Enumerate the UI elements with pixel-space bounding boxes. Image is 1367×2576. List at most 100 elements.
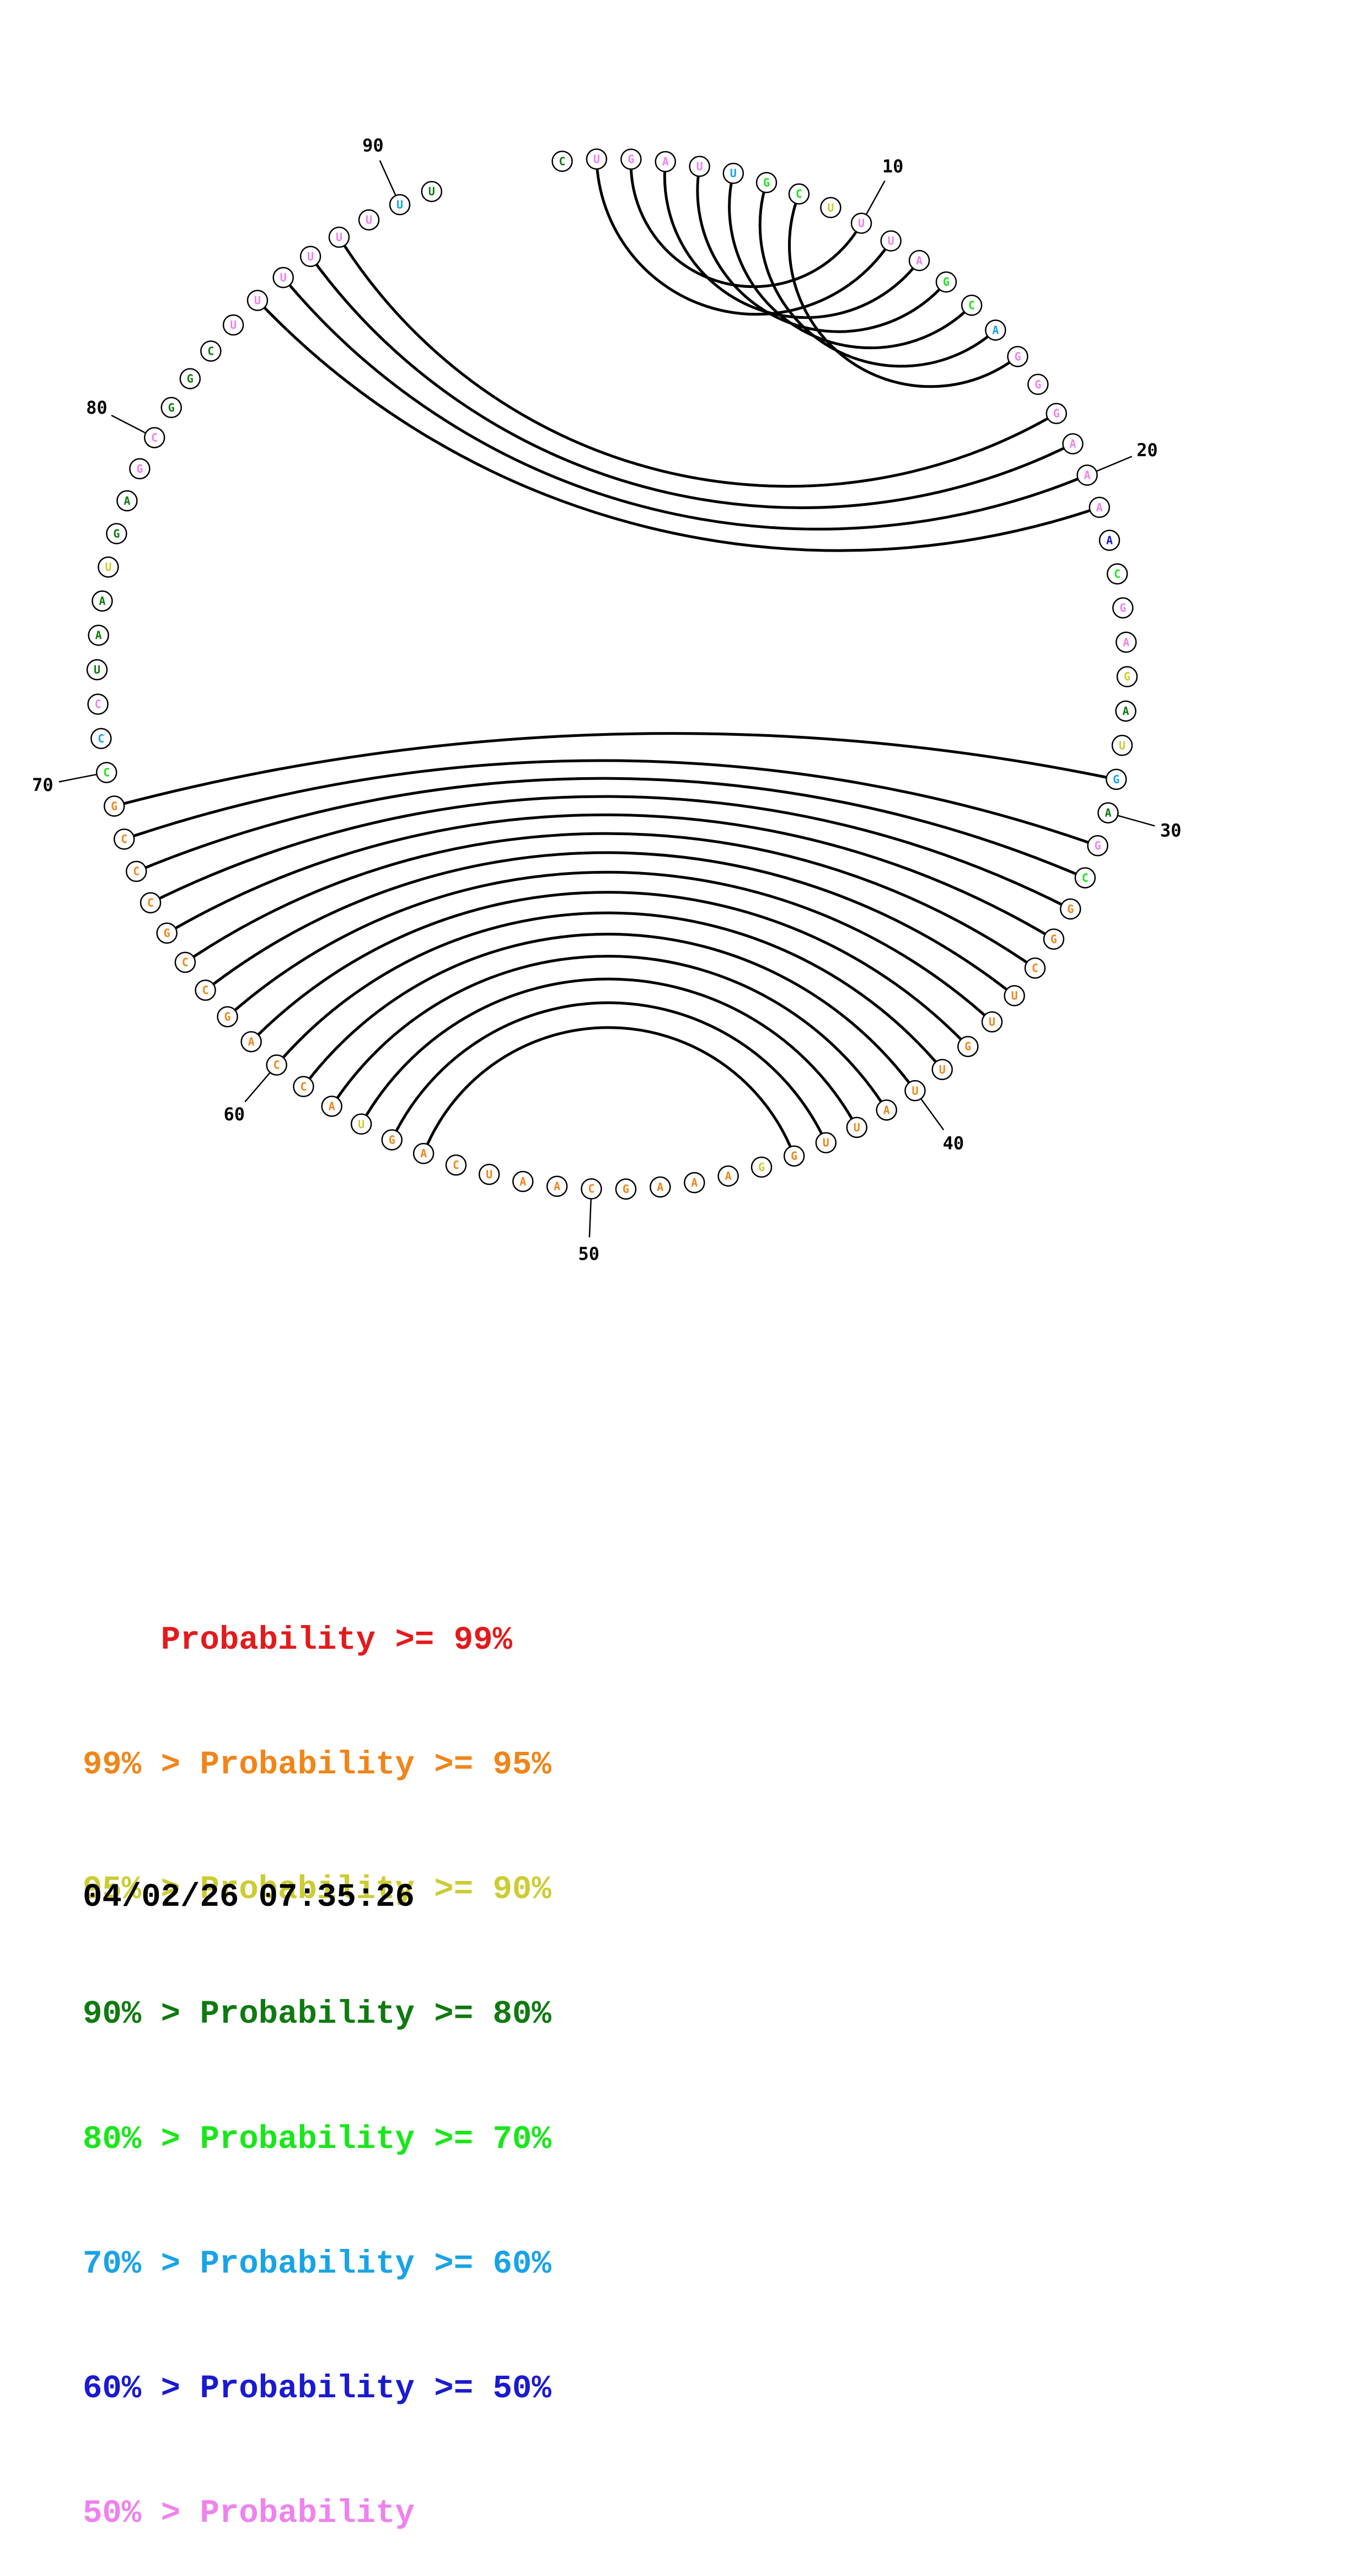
nucleotide-letter: A <box>725 1169 732 1183</box>
nucleotide: C <box>788 183 810 205</box>
nucleotide-letter: C <box>133 865 140 878</box>
nucleotide-circle <box>1111 735 1133 756</box>
nucleotide-letter: C <box>95 698 101 711</box>
nucleotide: U <box>689 156 710 177</box>
nucleotide-circle <box>358 209 380 231</box>
nucleotide-letter: C <box>151 431 158 444</box>
nucleotide: G <box>106 523 127 544</box>
nucleotide: C <box>174 952 196 973</box>
nucleotide-circle <box>1087 835 1108 857</box>
nucleotide-letter: U <box>939 1063 946 1076</box>
nucleotide-letter: A <box>657 1180 663 1194</box>
nucleotide-letter: U <box>396 198 403 211</box>
nucleotide: C <box>961 295 983 316</box>
nucleotide: G <box>957 1035 979 1057</box>
nucleotide: A <box>1062 433 1084 455</box>
legend-prefix: 80% > <box>83 2120 200 2158</box>
nucleotide-letter: U <box>823 1136 829 1150</box>
nucleotide-circle <box>546 1175 568 1197</box>
tick-line <box>920 1098 945 1131</box>
legend-row-7: 50% > Probability <box>83 2493 551 2534</box>
nucleotide-circle <box>266 1054 287 1076</box>
nucleotide-circle <box>478 1163 500 1185</box>
base-pair-arc <box>205 851 1016 997</box>
nucleotide-circle <box>1046 403 1067 424</box>
nucleotide-letter: U <box>254 294 261 307</box>
nucleotide: G <box>1112 597 1134 619</box>
nucleotide-letter: U <box>888 234 894 248</box>
nucleotide-circle <box>156 922 178 944</box>
nucleotide-circle <box>1024 957 1046 979</box>
nucleotide: C <box>445 1154 467 1176</box>
base-pair-arc <box>422 1026 796 1157</box>
nucleotide: C <box>125 861 147 882</box>
nucleotide: C <box>551 151 573 172</box>
nucleotide-circle <box>1007 346 1028 367</box>
position-label: 70 <box>32 774 53 795</box>
nucleotide-circle <box>246 290 269 311</box>
nucleotide: G <box>1087 835 1108 857</box>
base-pair-arc <box>282 276 1088 531</box>
nucleotide-letter: C <box>1032 961 1038 975</box>
nucleotide-letter: A <box>1123 704 1129 718</box>
nucleotide-circle <box>815 1132 837 1153</box>
legend-prefix: 50% > <box>83 2495 200 2532</box>
nucleotide-letter: U <box>989 1016 995 1029</box>
nucleotide-letter: G <box>136 462 143 475</box>
nucleotide-letter: U <box>336 231 342 244</box>
base-pair-arc <box>184 832 1036 970</box>
nucleotide-circle <box>957 1035 979 1057</box>
nucleotide-circle <box>551 151 573 172</box>
nucleotide-circle <box>160 397 182 419</box>
nucleotide-circle <box>750 1156 773 1178</box>
nucleotide-circle <box>98 556 119 578</box>
nucleotide-circle <box>981 1011 1003 1033</box>
base-pair-arc <box>114 732 1117 808</box>
nucleotide-circle <box>1074 867 1096 889</box>
nucleotide-circle <box>174 952 196 973</box>
nucleotide-letter: G <box>1053 407 1060 420</box>
nucleotide-letter: C <box>1082 871 1089 884</box>
base-pair-arc <box>788 193 1019 388</box>
position-label: 50 <box>578 1243 599 1264</box>
position-label: 10 <box>882 156 904 177</box>
nucleotide: C <box>293 1076 314 1098</box>
nucleotide-circle <box>1106 768 1127 790</box>
nucleotide: A <box>240 1031 262 1052</box>
base-pair-arc <box>758 182 997 368</box>
nucleotide-letter: A <box>691 1176 698 1189</box>
nucleotide: C <box>266 1054 287 1076</box>
nucleotide-circle <box>412 1142 435 1164</box>
nucleotide: G <box>620 148 642 170</box>
position-label: 30 <box>1160 820 1182 841</box>
nucleotide-circle <box>321 1095 342 1117</box>
nucleotide-letter: U <box>696 160 703 173</box>
nucleotide-letter: G <box>389 1133 395 1146</box>
nucleotide-circle <box>200 340 222 362</box>
legend-text: Probability >= 60% <box>200 2245 551 2283</box>
nucleotide: C <box>1024 957 1046 979</box>
nucleotide-circle <box>615 1178 637 1200</box>
nucleotide-circle <box>820 197 841 218</box>
nucleotide: U <box>1004 985 1025 1007</box>
nucleotide-letter: G <box>168 401 175 414</box>
tick-line <box>111 414 146 434</box>
base-pair-arc <box>390 1001 828 1143</box>
nucleotide: A <box>88 624 109 646</box>
nucleotide-letter: G <box>1014 350 1021 363</box>
nucleotide-circle <box>179 368 201 389</box>
nucleotide: G <box>615 1178 637 1200</box>
nucleotide-letter: G <box>111 799 117 813</box>
nucleotide: A <box>650 1176 671 1198</box>
nucleotide: U <box>586 148 608 170</box>
nucleotide-letter: G <box>1119 601 1126 614</box>
nucleotide-circle <box>92 590 113 612</box>
nucleotide-letter: U <box>827 201 834 214</box>
nucleotide: U <box>1111 735 1133 756</box>
legend-text: Probability >= 95% <box>200 1746 551 1784</box>
nucleotide-circle <box>850 212 872 234</box>
nucleotide-letter: U <box>912 1084 918 1097</box>
nucleotide: G <box>129 458 151 480</box>
nucleotide-letter: A <box>95 629 102 642</box>
nucleotide: A <box>908 250 930 271</box>
